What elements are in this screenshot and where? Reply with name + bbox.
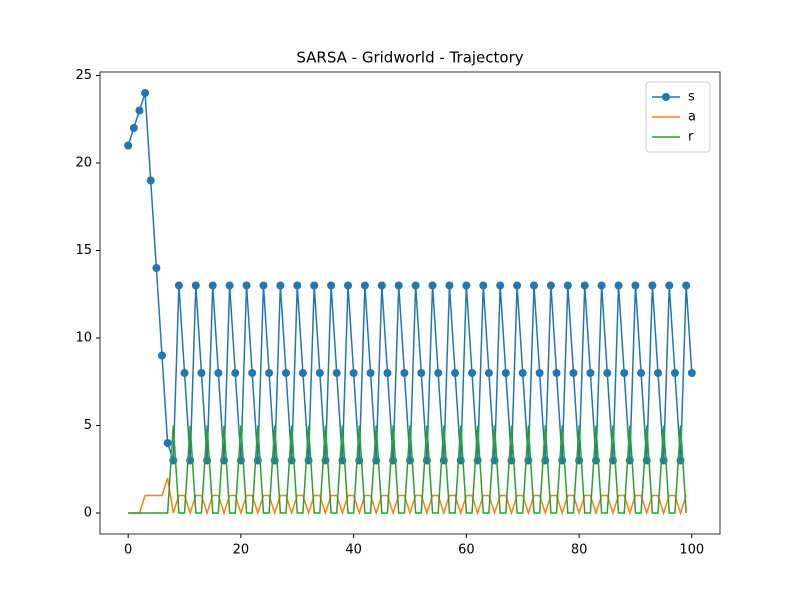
point bbox=[265, 369, 274, 377]
point bbox=[259, 281, 268, 290]
point bbox=[586, 369, 595, 377]
point bbox=[597, 281, 606, 290]
y-tick-label: 15 bbox=[75, 243, 92, 258]
plot-frame bbox=[99, 71, 721, 535]
point bbox=[248, 369, 257, 377]
point bbox=[225, 281, 234, 290]
point bbox=[344, 281, 352, 290]
legend: sar bbox=[645, 81, 711, 153]
point bbox=[552, 369, 561, 377]
point bbox=[569, 369, 578, 377]
point bbox=[315, 369, 324, 377]
point bbox=[468, 369, 476, 377]
point bbox=[231, 369, 240, 377]
point bbox=[332, 369, 341, 377]
point bbox=[614, 281, 623, 290]
series-line bbox=[128, 477, 687, 516]
y-tick-label: 10 bbox=[75, 331, 92, 346]
point bbox=[620, 369, 629, 377]
point bbox=[174, 281, 183, 290]
x-tick-label: 80 bbox=[571, 543, 588, 558]
x-tick-label: 40 bbox=[345, 543, 362, 558]
point bbox=[665, 281, 674, 290]
point bbox=[648, 281, 657, 290]
x-tick-label: 20 bbox=[233, 543, 250, 558]
legend-marker bbox=[662, 93, 670, 101]
legend-label: s bbox=[688, 90, 695, 105]
legend-label: a bbox=[688, 110, 696, 125]
point bbox=[445, 281, 454, 290]
point bbox=[158, 351, 166, 360]
point bbox=[180, 369, 189, 377]
y-tick-label: 5 bbox=[84, 418, 92, 433]
point bbox=[417, 369, 426, 377]
point bbox=[637, 369, 646, 377]
point bbox=[129, 124, 138, 132]
point bbox=[631, 281, 640, 290]
point bbox=[293, 281, 302, 290]
point bbox=[310, 281, 319, 290]
point bbox=[152, 264, 161, 272]
point bbox=[360, 281, 369, 290]
series-line bbox=[128, 425, 687, 514]
point bbox=[501, 369, 510, 377]
chart-title: SARSA - Gridworld - Trajectory bbox=[296, 49, 523, 67]
point bbox=[383, 369, 392, 377]
point bbox=[479, 281, 488, 290]
point bbox=[366, 369, 375, 377]
point bbox=[535, 369, 544, 377]
y-tick-label: 20 bbox=[75, 156, 92, 171]
point bbox=[563, 281, 572, 290]
point bbox=[451, 369, 460, 377]
legend-label: r bbox=[688, 130, 694, 145]
point bbox=[327, 281, 336, 290]
point bbox=[484, 369, 493, 377]
point bbox=[146, 176, 155, 185]
point bbox=[428, 281, 437, 290]
point bbox=[670, 369, 679, 377]
point bbox=[687, 369, 696, 377]
point bbox=[135, 106, 144, 115]
point bbox=[394, 281, 403, 290]
point bbox=[518, 369, 527, 377]
point bbox=[191, 281, 200, 290]
point bbox=[276, 281, 285, 290]
point bbox=[377, 281, 386, 290]
point bbox=[496, 281, 505, 290]
point bbox=[349, 369, 358, 377]
point bbox=[141, 89, 150, 97]
point bbox=[298, 369, 307, 377]
x-tick-label: 60 bbox=[458, 543, 475, 558]
point bbox=[603, 369, 612, 377]
point bbox=[208, 281, 217, 290]
point bbox=[163, 439, 172, 447]
point bbox=[434, 369, 443, 377]
point bbox=[462, 281, 471, 290]
y-tick-label: 0 bbox=[84, 506, 92, 521]
y-tick-label: 25 bbox=[75, 68, 92, 83]
point bbox=[242, 281, 251, 290]
point bbox=[400, 369, 409, 377]
point bbox=[197, 369, 206, 377]
point bbox=[654, 369, 662, 377]
x-tick-label: 0 bbox=[124, 543, 132, 558]
point bbox=[124, 141, 133, 150]
point bbox=[411, 281, 420, 290]
point bbox=[282, 369, 290, 377]
point bbox=[682, 281, 691, 290]
x-tick-label: 100 bbox=[679, 543, 704, 558]
point bbox=[214, 369, 223, 377]
point bbox=[580, 281, 589, 290]
point bbox=[530, 281, 538, 290]
point bbox=[513, 281, 522, 290]
point bbox=[546, 281, 555, 290]
